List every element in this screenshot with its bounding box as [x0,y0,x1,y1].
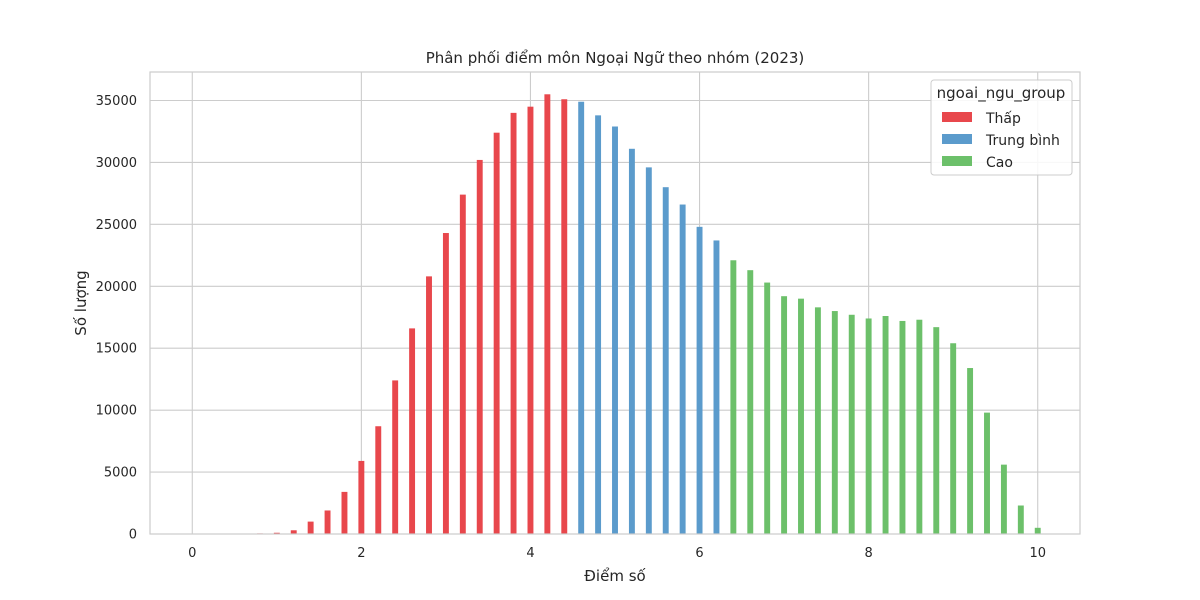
bar [1034,527,1041,534]
legend-title: ngoai_ngu_group [937,84,1066,103]
x-tick-label: 10 [1029,546,1046,561]
bar [392,380,399,534]
bar [865,318,872,534]
bar [493,132,500,534]
x-tick-label: 2 [357,546,365,561]
bar [764,282,771,534]
chart-title: Phân phối điểm môn Ngoại Ngữ theo nhóm (… [426,49,805,67]
x-axis-label: Điểm số [584,567,646,585]
legend-label-trung-binh: Trung bình [985,133,1060,149]
x-axis-ticks: 0 2 4 6 8 10 [188,546,1046,561]
bar [662,187,669,534]
y-tick-label: 25000 [96,218,137,233]
x-tick-label: 0 [188,546,196,561]
legend-box [930,79,1073,176]
bar [307,521,314,534]
x-tick-label: 8 [864,546,872,561]
x-tick-label: 6 [695,546,703,561]
bar [696,226,703,534]
y-tick-label: 0 [129,528,137,543]
bar [967,368,974,534]
bar [527,106,534,535]
bar [341,491,348,534]
y-axis-ticks: 0 5000 10000 15000 20000 25000 30000 35000 [96,94,137,543]
legend-swatch-cao [942,156,972,166]
bar [798,298,804,534]
bar [628,148,635,535]
y-tick-label: 30000 [96,156,137,171]
bar [442,233,449,534]
plot-frame [149,71,1081,535]
legend-label-cao: Cao [986,155,1013,171]
x-tick-label: 4 [526,546,534,561]
bar [713,240,720,534]
bar [730,260,737,534]
legend-swatch-thap [942,112,972,122]
legend: ngoai_ngu_group Thấp Trung bình Cao [930,79,1073,176]
plot-area: 0 2 4 6 8 10 0 5000 10000 15000 20000 25000 30000 35… [96,71,1081,561]
bar [1000,464,1007,534]
bar [916,319,923,534]
bar [459,194,466,534]
y-tick-label: 15000 [96,342,137,357]
bar [984,412,990,534]
bar [933,327,940,534]
bar [510,112,517,535]
bar [831,311,838,534]
y-axis-label: Số lượng [72,270,90,335]
bar [882,316,889,534]
bar [426,276,432,534]
bar [814,307,821,534]
bar [612,126,618,534]
bar [679,204,686,534]
bar [561,99,568,534]
bar [899,320,906,534]
bar [273,532,280,534]
bar [324,510,331,534]
y-tick-label: 10000 [96,404,137,419]
bar [747,270,754,534]
bar [409,328,416,534]
bar [595,115,602,534]
bar [848,314,855,534]
y-tick-label: 35000 [96,94,137,109]
y-tick-label: 20000 [96,280,137,295]
bar [781,296,788,534]
bar [950,343,957,534]
bar [645,167,652,534]
bars [206,94,1041,535]
bar [375,426,382,534]
bar [358,460,365,534]
bar [476,159,483,534]
bar [578,101,585,534]
bar [290,530,297,534]
bar [1017,505,1024,534]
legend-label-thap: Thấp [985,111,1021,127]
bar [544,94,551,534]
y-tick-label: 5000 [104,466,137,481]
legend-swatch-trung-binh [942,134,972,144]
